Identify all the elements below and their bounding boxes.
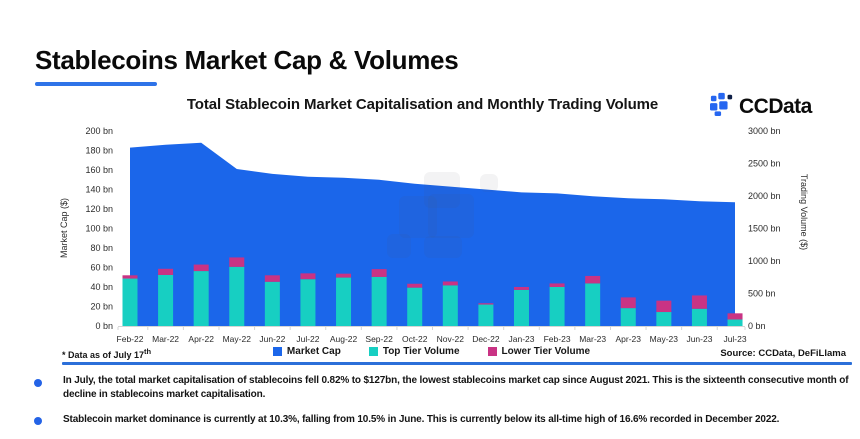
legend-item-lower-tier-volume: Lower Tier Volume <box>487 346 591 357</box>
svg-text:Mar-22: Mar-22 <box>152 334 179 344</box>
svg-text:Sep-22: Sep-22 <box>365 334 393 344</box>
svg-text:0 bn: 0 bn <box>95 321 113 331</box>
footnote-superscript: th <box>144 347 152 356</box>
svg-text:May-22: May-22 <box>223 334 252 344</box>
svg-text:20 bn: 20 bn <box>90 302 113 312</box>
svg-text:500 bn: 500 bn <box>748 289 776 299</box>
svg-text:Apr-23: Apr-23 <box>616 334 642 344</box>
svg-text:2500 bn: 2500 bn <box>748 159 781 169</box>
chart-title: Total Stablecoin Market Capitalisation a… <box>186 96 659 113</box>
bullet-dot <box>34 417 42 425</box>
svg-text:2000 bn: 2000 bn <box>748 191 781 201</box>
legend-label: Top Tier Volume <box>382 346 460 357</box>
ccdata-logo-text: CCData <box>739 94 812 118</box>
svg-text:140 bn: 140 bn <box>85 185 113 195</box>
legend-label: Market Cap <box>286 346 341 357</box>
svg-text:Nov-22: Nov-22 <box>437 334 465 344</box>
svg-text:200 bn: 200 bn <box>85 126 113 136</box>
source-credit: Source: CCData, DeFiLlama <box>720 348 846 359</box>
svg-text:May-23: May-23 <box>650 334 679 344</box>
ccdata-logo: CCData <box>710 92 812 121</box>
legend-item-top-tier-volume: Top Tier Volume <box>368 346 460 357</box>
svg-text:1500 bn: 1500 bn <box>748 224 781 234</box>
lower-tier-volume-swatch <box>487 347 497 356</box>
market-cap-swatch <box>272 347 282 356</box>
chart-area: 0 bn 20 bn 40 bn 60 bn 80 bn 100 bn 120 bn 140 … <box>0 112 860 348</box>
section-divider <box>62 362 852 365</box>
svg-text:Market Cap ($): Market Cap ($) <box>59 198 69 258</box>
svg-text:Jan-23: Jan-23 <box>508 334 534 344</box>
ccdata-logo-icon <box>710 92 734 121</box>
page-title: Stablecoins Market Cap & Volumes <box>35 45 459 75</box>
bullet-dot <box>34 379 42 387</box>
chart-legend: Market Cap Top Tier Volume Lower Tier Vo… <box>118 346 745 357</box>
svg-text:3000 bn: 3000 bn <box>748 126 781 136</box>
svg-text:Jul-23: Jul-23 <box>723 334 746 344</box>
data-as-of-footnote: * Data as of July 17th <box>62 347 152 360</box>
svg-text:Oct-22: Oct-22 <box>402 334 428 344</box>
chart-canvas: 0 bn 20 bn 40 bn 60 bn 80 bn 100 bn 120 bn 140 … <box>59 126 809 344</box>
svg-text:180 bn: 180 bn <box>85 146 113 156</box>
svg-text:120 bn: 120 bn <box>85 204 113 214</box>
svg-text:100 bn: 100 bn <box>85 224 113 234</box>
svg-text:1000 bn: 1000 bn <box>748 256 781 266</box>
svg-text:40 bn: 40 bn <box>90 282 113 292</box>
top-tier-volume-swatch <box>368 347 378 356</box>
svg-text:Mar-23: Mar-23 <box>579 334 606 344</box>
legend-item-market-cap: Market Cap <box>272 346 341 357</box>
svg-text:0 bn: 0 bn <box>748 321 766 331</box>
svg-text:Feb-23: Feb-23 <box>544 334 571 344</box>
svg-text:Dec-22: Dec-22 <box>472 334 500 344</box>
svg-text:Aug-22: Aug-22 <box>330 334 358 344</box>
svg-text:Feb-22: Feb-22 <box>117 334 144 344</box>
title-underline <box>35 82 157 86</box>
svg-text:Apr-22: Apr-22 <box>188 334 214 344</box>
insight-bullet-2: Stablecoin market dominance is currently… <box>63 414 780 425</box>
svg-text:160 bn: 160 bn <box>85 165 113 175</box>
svg-text:Jul-22: Jul-22 <box>296 334 319 344</box>
insight-bullet-1: In July, the total market capitalisation… <box>63 375 849 400</box>
svg-text:Jun-22: Jun-22 <box>259 334 285 344</box>
legend-label: Lower Tier Volume <box>501 346 591 357</box>
svg-text:Jun-23: Jun-23 <box>686 334 712 344</box>
svg-text:60 bn: 60 bn <box>90 263 113 273</box>
svg-text:80 bn: 80 bn <box>90 243 113 253</box>
svg-text:Trading Volume ($): Trading Volume ($) <box>799 174 809 250</box>
